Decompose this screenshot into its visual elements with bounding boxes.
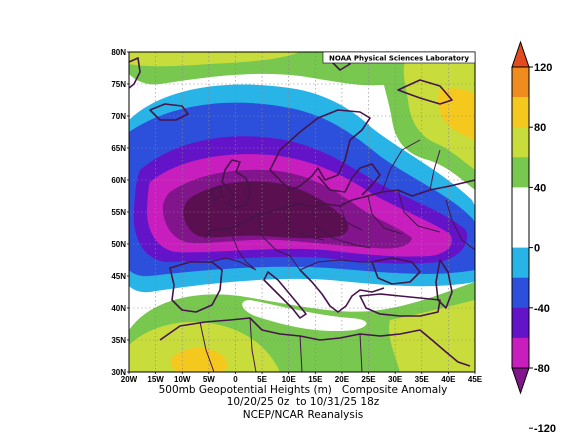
coast-italy — [263, 271, 307, 319]
colorbar-label: -120 — [534, 423, 556, 435]
colorbar-segment — [512, 67, 529, 98]
colorbar-segment — [512, 157, 529, 188]
colorbar — [511, 40, 530, 395]
coastlines — [129, 55, 475, 367]
lon-label: 10W — [174, 375, 191, 384]
source-label: NCEP/NCAR Reanalysis — [242, 409, 364, 421]
lon-label: 20E — [335, 375, 350, 384]
coast-baltic — [317, 163, 381, 196]
title-line-2: 10/20/25 0z to 10/31/25 18z — [226, 396, 380, 408]
lat-label: 45N — [111, 272, 126, 281]
coast-balkans — [299, 269, 385, 313]
lat-label: 70N — [111, 112, 126, 121]
coast-greenland — [129, 57, 141, 89]
borders-central-europe — [209, 189, 441, 271]
borders-africa — [199, 317, 363, 372]
lon-label: 0 — [233, 375, 238, 384]
colorbar-segment — [512, 217, 529, 248]
coast-scandinavia — [269, 109, 371, 191]
lon-label: 30E — [388, 375, 403, 384]
colorbar-top-arrow — [511, 40, 530, 68]
title-line-1: 500mb Geopotential Heights (m) Composite… — [158, 384, 448, 396]
lat-label: 60N — [111, 176, 126, 185]
lon-label: 35E — [415, 375, 430, 384]
coast-iceland — [149, 103, 189, 121]
lon-label: 25E — [361, 375, 376, 384]
contour-lightgreen-north — [129, 52, 300, 67]
colorbar-label: 0 — [534, 243, 540, 255]
coast-north-africa — [159, 317, 421, 341]
lat-label: 30N — [111, 368, 126, 377]
map-gridlines — [129, 52, 475, 372]
colorbar-frame — [511, 66, 530, 369]
lat-label: 55N — [111, 208, 126, 217]
coast-turkey — [359, 293, 441, 317]
lat-label: 40N — [111, 304, 126, 313]
colorbar-label: 80 — [534, 122, 546, 134]
figure-title: 500mb Geopotential Heights (m) Composite… — [128, 384, 478, 408]
longitude-labels: 20W 15W 10W 5W 0 5E 10E 15E 20E 25E 30E 35E 40E 45E — [121, 372, 483, 384]
colorbar-segment — [512, 337, 529, 369]
lat-label: 50N — [111, 240, 126, 249]
colorbar-label: -80 — [534, 363, 550, 375]
coast-caspian — [435, 259, 453, 309]
colorbar-segment — [512, 97, 529, 128]
latitude-labels: 80N 75N 70N 65N 60N 55N 50N 45N 40N 35N 30N — [111, 48, 129, 377]
colorbar-segment — [512, 277, 529, 309]
lon-label: 45E — [468, 375, 483, 384]
coast-iberia — [169, 261, 223, 313]
colorbar-segment — [512, 307, 529, 339]
lon-label: 5E — [257, 375, 267, 384]
lon-label: 40E — [441, 375, 456, 384]
colorbar-label: -40 — [534, 303, 550, 315]
colorbar-label: 40 — [534, 182, 546, 194]
lat-label: 65N — [111, 144, 126, 153]
colorbar-segment — [512, 187, 529, 218]
lat-label: 80N — [111, 48, 126, 57]
lon-label: 5W — [203, 375, 215, 384]
colorbar-bottom-arrow — [511, 367, 530, 395]
colorbar-labels: 120 80 40 0 -40 -80 -120 — [529, 62, 556, 435]
colorbar-label: 120 — [534, 62, 552, 74]
lon-label: 20W — [121, 375, 138, 384]
borders-east — [381, 139, 475, 251]
lon-label: 10E — [282, 375, 297, 384]
coast-continent — [204, 179, 475, 239]
lon-label: 15W — [147, 375, 164, 384]
political-borders — [199, 139, 475, 372]
lat-label: 35N — [111, 336, 126, 345]
credit-box — [322, 51, 476, 64]
coast-arabia — [419, 329, 471, 367]
colorbar-segment — [512, 127, 529, 158]
credit-text: NOAA Physical Sciences Laboratory — [329, 55, 469, 63]
contour-darkpurple — [183, 181, 349, 239]
coast-black-sea — [371, 257, 421, 285]
contour-lightgreen-se — [389, 300, 475, 372]
contour-yellow-south — [170, 347, 228, 372]
map-panel — [129, 52, 475, 372]
colorbar-segment — [512, 247, 529, 278]
contour-lightgreen-ne — [403, 58, 475, 170]
coast-british-isles — [211, 159, 251, 209]
lon-label: 15E — [308, 375, 323, 384]
lat-label: 75N — [111, 80, 126, 89]
